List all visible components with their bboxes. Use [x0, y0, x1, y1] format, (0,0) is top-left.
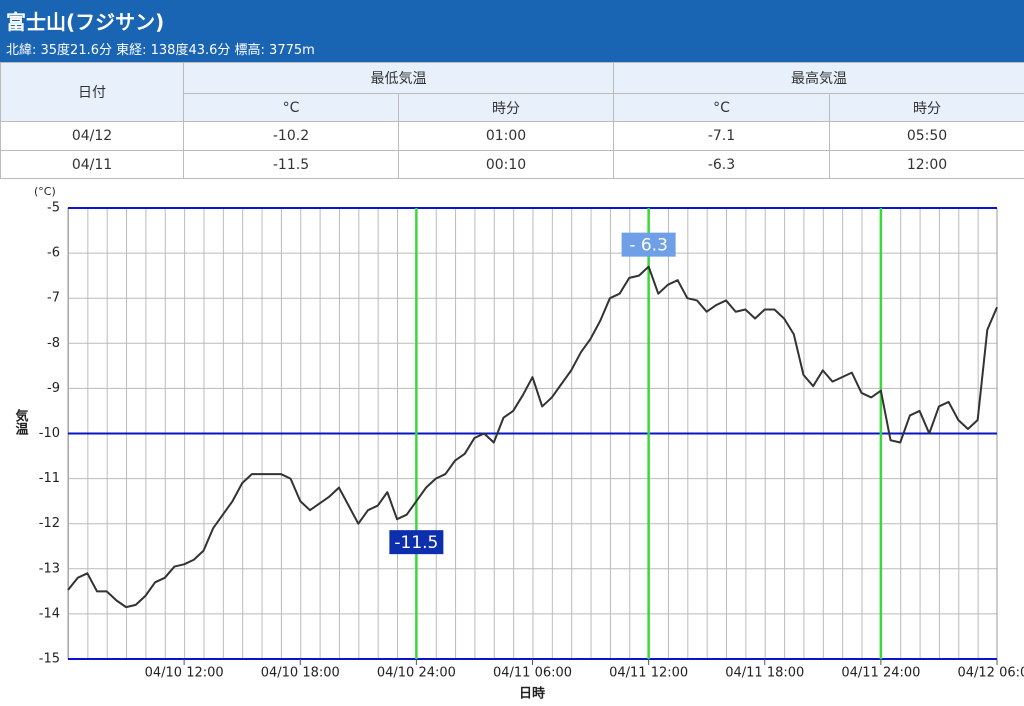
chart: (°C) 気温 日時 -5 -6 -7 -8 -9 -10 -11 -12 -13 -14 -15 0… [13, 185, 1024, 702]
y-tick-label: -11 [39, 471, 60, 486]
header-cell: 最高気温 [613, 62, 1024, 94]
y-tick-label: -13 [39, 561, 60, 576]
table: 日付 最低気温 最高気温 °C 時分 °C 時分 04/12 -10.2 01:00 -7.1 0… [0, 62, 1024, 179]
y-axis-label: 気温 [13, 408, 29, 436]
title: 富士山(フジサン) [6, 10, 165, 34]
x-tick-label: 04/10 12:00 [145, 666, 224, 681]
annotation-box [621, 232, 676, 257]
cell: 04/11 [0, 150, 184, 179]
y-tick-label: -5 [47, 201, 60, 216]
temperature-line [67, 265, 998, 609]
cell: -11.5 [183, 150, 399, 179]
y-tick-label: -7 [47, 291, 60, 306]
cell: 00:10 [398, 150, 614, 179]
y-tick-label: -15 [39, 652, 60, 667]
subtitle: 北緯: 35度21.6分 東経: 138度43.6分 標高: 3775m [6, 43, 315, 58]
header-cell: °C [613, 93, 830, 122]
cell: -6.3 [613, 150, 830, 179]
plot: (°C) 気温 日時 -5 -6 -7 -8 -9 -10 -11 -12 -13 -14 -15 0… [13, 185, 1024, 702]
x-tick-label: 04/10 24:00 [377, 666, 456, 681]
x-tick-label: 04/10 18:00 [261, 666, 340, 681]
y-tick-label: -8 [47, 336, 60, 351]
x-tick-label: 04/11 24:00 [841, 666, 920, 681]
annotation-box [389, 530, 444, 555]
y-tick-label: -14 [39, 606, 60, 621]
header-cell: 最低気温 [183, 62, 614, 94]
y-tick-label: -6 [47, 246, 60, 261]
annotation-label: - 6.3 [629, 236, 668, 256]
x-tick-label: 04/11 18:00 [725, 666, 804, 681]
header-cell: 時分 [829, 93, 1024, 122]
x-tick-label: 04/11 12:00 [609, 666, 688, 681]
cell: 01:00 [398, 121, 614, 151]
cell: 05:50 [829, 121, 1024, 151]
x-tick-label: 04/12 06:00 [957, 666, 1024, 681]
cell: -7.1 [613, 121, 830, 151]
x-tick-label: 04/11 06:00 [493, 666, 572, 681]
cell: -10.2 [183, 121, 399, 151]
y-tick-label: -12 [39, 516, 60, 531]
x-axis-label: 日時 [519, 686, 545, 702]
y-tick-label: -10 [39, 426, 60, 441]
header-cell: 日付 [0, 62, 184, 122]
annotation-label: -11.5 [394, 533, 438, 553]
y-tick-label: -9 [47, 381, 60, 396]
header: 富士山(フジサン) 北緯: 35度21.6分 東経: 138度43.6分 標高:… [0, 0, 1024, 62]
cell: 04/12 [0, 121, 184, 151]
y-unit: (°C) [34, 185, 56, 198]
header-cell: 時分 [398, 93, 614, 122]
cell: 12:00 [829, 150, 1024, 179]
header-cell: °C [183, 93, 399, 122]
